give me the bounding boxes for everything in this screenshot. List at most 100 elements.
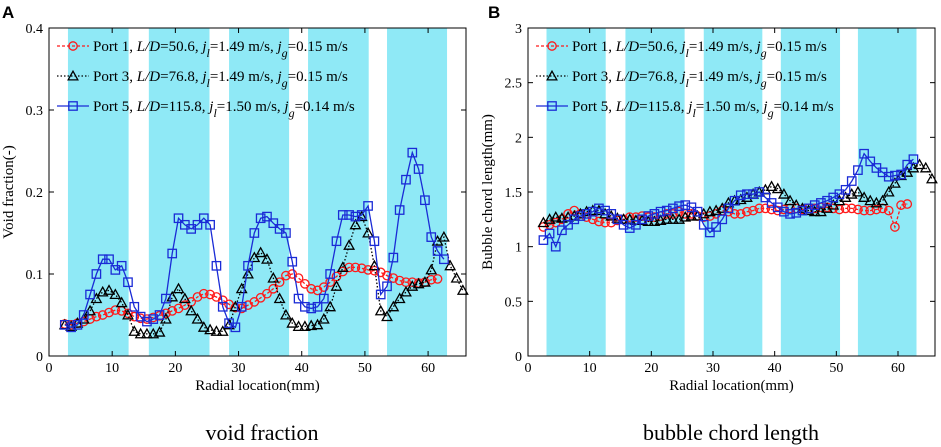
data-point-b-port5-12 [612,214,623,225]
data-point-b-port5-44 [809,200,820,210]
caption-a: void fraction [205,420,318,445]
data-point-b-port1-56 [883,205,894,216]
data-point-a-port3-24 [210,325,223,336]
y-tick-label-a-1: 0.1 [26,268,44,283]
series-line-b-port1 [543,203,908,230]
data-point-a-port5-17 [167,248,178,259]
data-point-b-port5-35 [754,187,765,197]
data-point-a-port3-9 [115,296,128,308]
data-point-a-port5-32 [262,211,272,222]
data-point-b-port5-40 [785,209,795,219]
data-point-b-port1-22 [674,206,684,217]
data-point-b-port3-52 [858,191,871,202]
data-point-a-port5-11 [129,301,140,312]
data-point-a-port1-51 [382,270,392,281]
data-point-b-port3-20 [660,213,673,224]
data-point-a-port5-28 [236,301,247,312]
data-point-a-port5-0 [59,319,70,330]
data-point-b-port5-45 [816,198,826,208]
data-point-b-port3-61 [913,158,926,170]
data-point-b-port5-41 [791,207,802,218]
x-tick-label-b-4: 40 [768,361,782,376]
data-point-b-port5-6 [575,211,586,221]
data-point-b-port1-35 [754,203,765,214]
data-point-b-port3-63 [925,172,938,184]
data-point-b-port1-49 [840,203,851,214]
data-point-b-port3-55 [876,194,889,206]
data-point-a-port1-16 [161,308,171,319]
series-line-b-port5 [542,152,914,249]
data-point-a-port1-22 [198,288,209,299]
data-point-a-port1-58 [426,274,437,285]
data-point-b-port3-21 [666,213,679,224]
data-point-b-port1-58 [896,200,906,210]
data-point-a-port3-34 [273,292,286,304]
data-point-b-port5-26 [698,219,709,230]
data-point-a-port5-53 [394,205,405,215]
data-point-a-port5-2 [72,319,83,330]
data-point-b-port5-18 [649,209,660,219]
shaded-band-b-2 [625,28,685,356]
data-point-b-port3-40 [784,194,797,206]
x-tick-label-b-3: 30 [706,361,720,376]
data-point-b-port5-25 [692,206,703,217]
panel-a: 0 10 20 30 40 50 60 0 0.1 0.2 0.3 0.4 Port 1, L/D=5… [1,3,469,445]
shaded-band-a-1 [67,28,129,356]
legend-label-a-port1: Port 1, L/D=50.6, jl=1.49 m/s, jg=0.15 m… [93,39,348,60]
x-axis-label-b: Radial location(mm) [669,378,794,394]
data-point-b-port5-32 [735,190,746,201]
data-point-a-port5-18 [173,213,184,224]
data-point-a-port3-36 [286,317,299,328]
data-point-b-port5-15 [631,219,641,230]
data-point-a-port5-24 [211,260,222,271]
data-point-b-port1-54 [871,204,882,215]
data-point-a-port3-50 [374,304,387,316]
data-point-a-port1-33 [268,283,279,294]
data-point-b-port5-21 [668,203,678,214]
data-point-a-port1-23 [205,289,215,300]
legend-label-b-port5: Port 5, L/D=115.8, jl=1.50 m/s, jg=0.14 … [572,99,834,120]
data-point-a-port5-10 [123,277,133,288]
data-point-b-port5-20 [661,205,672,216]
data-point-a-port1-27 [230,302,241,313]
data-point-a-port1-37 [293,273,304,283]
data-point-b-port3-14 [623,213,636,224]
data-point-b-port5-3 [557,225,567,236]
data-point-a-port5-16 [161,293,171,304]
data-point-a-port3-10 [122,308,134,320]
data-point-a-port3-58 [425,263,438,275]
data-point-a-port5-9 [116,260,127,271]
data-point-a-port5-44 [337,210,348,220]
data-point-b-port5-60 [908,154,919,165]
data-point-b-port5-0 [538,235,549,245]
data-point-a-port3-8 [109,288,122,300]
data-point-b-port5-10 [600,205,610,216]
data-point-b-port5-19 [655,206,666,217]
x-tick-label-b-2: 20 [644,361,658,376]
data-point-b-port5-29 [717,214,728,225]
data-point-a-port3-35 [279,308,292,320]
data-point-b-port5-53 [865,156,876,167]
y-tick-label-a-3: 0.3 [26,104,44,119]
data-point-a-port3-11 [128,325,141,336]
data-point-b-port5-52 [859,148,869,159]
y-axis-label-b: Bubble chord length(mm) [480,114,496,270]
data-point-a-port1-35 [281,270,291,281]
data-point-b-port5-39 [779,206,789,217]
x-tick-label-a-4: 40 [295,361,309,376]
panel-b: 0 10 20 30 40 50 60 0 0.5 1 1.5 2 2.5 3 Port 1, L/D=5… [480,3,938,445]
data-point-a-port3-20 [185,304,198,316]
data-point-a-port3-33 [267,271,280,283]
data-point-b-port3-62 [919,161,932,173]
data-point-a-port5-47 [356,210,367,220]
legend-marker-a-port5 [68,101,78,111]
data-point-a-port3-63 [456,284,469,295]
data-point-a-port5-27 [230,322,241,333]
data-point-a-port5-31 [255,213,266,224]
panel-letter-b: B [488,3,500,22]
data-point-b-port1-52 [859,205,869,216]
data-point-a-port5-52 [388,252,399,263]
data-point-a-port3-31 [254,246,267,258]
data-point-a-port5-51 [382,281,392,292]
data-point-a-port1-47 [356,263,367,274]
